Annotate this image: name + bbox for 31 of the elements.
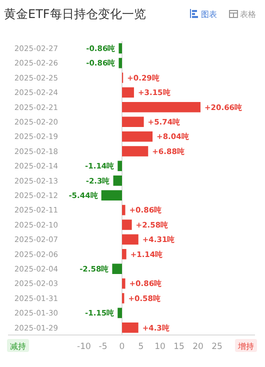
bar [118,308,122,318]
text: 增持 [237,342,254,351]
bar [122,102,201,112]
bar [122,131,153,142]
x-tick-label: -5 [98,342,108,352]
x-tick-label: 10 [154,342,166,352]
x-tick-label: 5 [138,342,144,352]
bar [122,322,138,333]
bar [122,220,132,230]
chart-title: 黄金ETF每日持仓变化一览 [4,7,146,21]
x-tick-label: 20 [192,342,204,352]
bar [101,190,122,200]
bar [118,43,122,54]
x-tick-label: 15 [174,342,184,352]
bar [112,264,122,274]
bar [122,204,126,216]
bar [122,87,134,98]
text: 减持 [10,342,26,351]
bar [122,234,138,245]
bar [118,58,122,68]
bar [122,278,126,289]
bar [122,116,144,127]
x-tick-label: -10 [77,342,91,352]
bar [113,176,122,186]
bar [122,146,148,156]
bar [118,160,122,172]
bar [122,249,126,260]
x-tick-label: 25 [212,342,222,352]
x-tick-label: 0 [119,342,125,352]
text: 表格 [240,10,256,19]
text: 图表 [201,10,217,19]
